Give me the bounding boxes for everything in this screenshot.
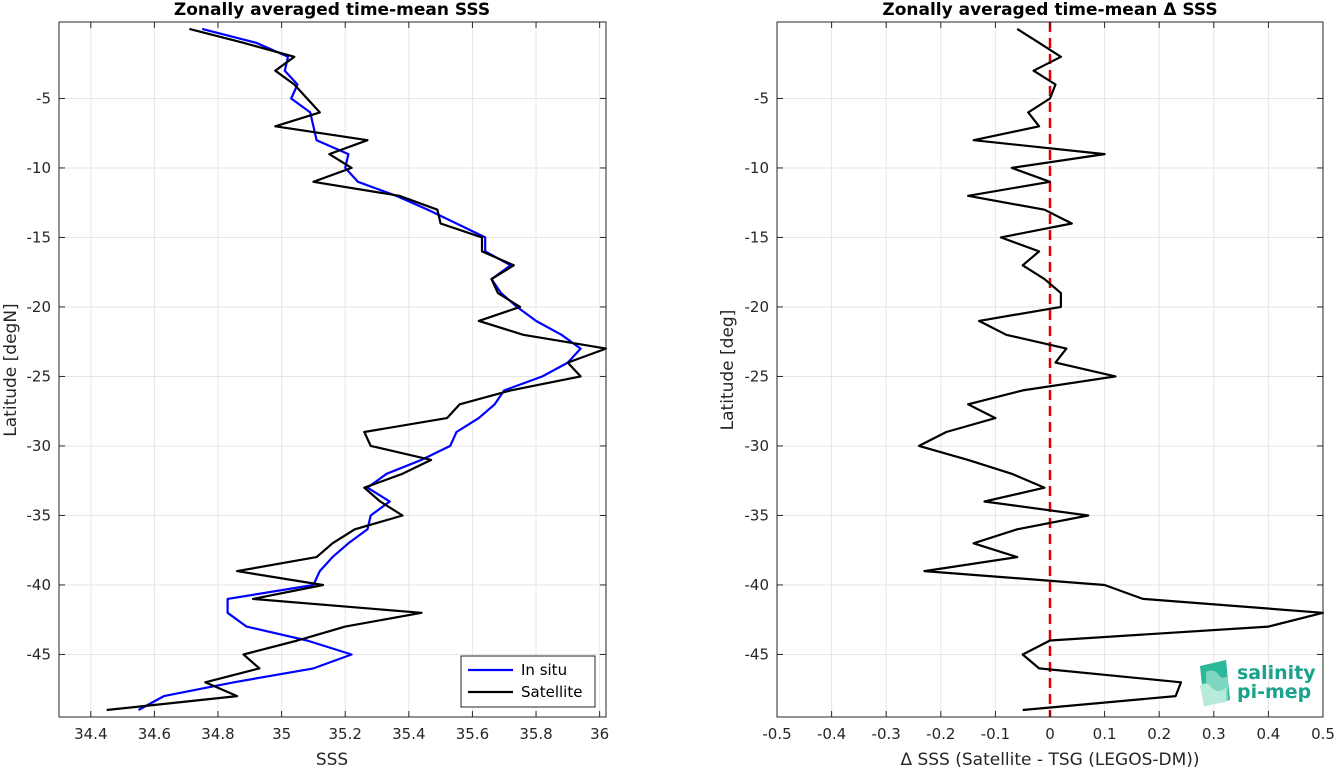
left-x-tick-label: 35.6 <box>456 725 489 743</box>
right-x-tick-label: 0.2 <box>1147 725 1171 743</box>
left-x-tick-label: 34.4 <box>74 725 107 743</box>
legend-box <box>460 655 596 708</box>
right-chart-title: Zonally averaged time-mean Δ SSS <box>882 0 1217 20</box>
right-x-tick-label: 0.5 <box>1311 725 1335 743</box>
right-y-tick-label: -10 <box>745 159 770 177</box>
left-ticks: 34.4 34.6 34.8 35 35.2 35.4 35.6 35.8 36 -5 -10 -15… <box>27 22 609 743</box>
right-x-tick-label: -0.1 <box>981 725 1010 743</box>
left-series-line-in-situ <box>137 27 582 711</box>
left-y-tick-label: -5 <box>36 89 51 107</box>
legend-label-in-situ: In situ <box>521 661 567 679</box>
left-y-axis-label: Latitude [degN] <box>1 303 21 436</box>
right-y-tick-label: -15 <box>745 228 770 246</box>
salinity-pi-mep-logo: salinity pi-mep <box>1200 660 1316 706</box>
right-x-tick-label: 0.3 <box>1202 725 1226 743</box>
left-x-axis-label: SSS <box>316 750 348 769</box>
left-y-tick-label: -35 <box>27 506 52 524</box>
left-x-tick-label: 35.8 <box>519 725 552 743</box>
right-series-line-series-0 <box>917 27 1325 712</box>
left-y-tick-label: -10 <box>27 159 52 177</box>
left-y-tick-label: -15 <box>27 228 52 246</box>
right-y-tick-label: -35 <box>745 506 770 524</box>
right-x-tick-label: 0.4 <box>1256 725 1280 743</box>
right-series-group <box>917 27 1325 712</box>
left-y-tick-label: -20 <box>27 298 52 316</box>
right-x-tick-label: -0.3 <box>872 725 901 743</box>
logo-text-salinity: salinity <box>1237 662 1316 684</box>
right-ticks: -0.5 -0.4 -0.3 -0.2 -0.1 0 0.1 0.2 0.3 0.4 0.5 -5 -1… <box>745 22 1335 743</box>
legend: In situ Satellite <box>460 655 596 708</box>
right-x-tick-label: 0.1 <box>1093 725 1117 743</box>
right-x-axis-label: Δ SSS (Satellite - TSG (LEGOS-DM)) <box>900 750 1199 769</box>
salinity-pi-mep-logo-icon <box>1200 660 1230 706</box>
left-y-tick-label: -25 <box>27 367 52 385</box>
left-chart-title: Zonally averaged time-mean SSS <box>174 0 490 20</box>
left-grid <box>59 22 606 717</box>
logo-text-pi-mep: pi-mep <box>1237 681 1311 703</box>
left-x-tick-label: 34.8 <box>201 725 234 743</box>
left-chart-panel: 34.4 34.6 34.8 35 35.2 35.4 35.6 35.8 36 -5 -10 -15… <box>1 0 609 769</box>
left-axes-box <box>58 21 607 718</box>
right-y-tick-label: -40 <box>745 576 770 594</box>
right-y-tick-label: -20 <box>745 298 770 316</box>
right-y-axis-label: Latitude [deg] <box>718 310 738 431</box>
right-x-tick-label: -0.5 <box>762 725 791 743</box>
legend-label-satellite: Satellite <box>521 683 582 701</box>
left-x-tick-label: 35 <box>272 725 291 743</box>
right-x-tick-label: -0.2 <box>926 725 955 743</box>
right-x-tick-label: -0.4 <box>817 725 846 743</box>
left-y-tick-label: -40 <box>27 576 52 594</box>
right-x-tick-label: 0 <box>1045 725 1055 743</box>
left-series-group <box>106 27 608 712</box>
left-y-tick-label: -30 <box>27 437 52 455</box>
right-y-tick-label: -30 <box>745 437 770 455</box>
right-chart-panel: -0.5 -0.4 -0.3 -0.2 -0.1 0 0.1 0.2 0.3 0.4 0.5 -5 -1… <box>718 0 1335 769</box>
left-y-tick-label: -45 <box>27 645 52 663</box>
left-series-line-satellite <box>106 27 608 712</box>
left-x-tick-label: 34.6 <box>138 725 171 743</box>
right-y-tick-label: -25 <box>745 367 770 385</box>
left-x-tick-label: 35.2 <box>329 725 362 743</box>
right-y-tick-label: -45 <box>745 645 770 663</box>
left-x-tick-label: 36 <box>590 725 609 743</box>
right-y-tick-label: -5 <box>754 89 769 107</box>
left-x-tick-label: 35.4 <box>392 725 425 743</box>
